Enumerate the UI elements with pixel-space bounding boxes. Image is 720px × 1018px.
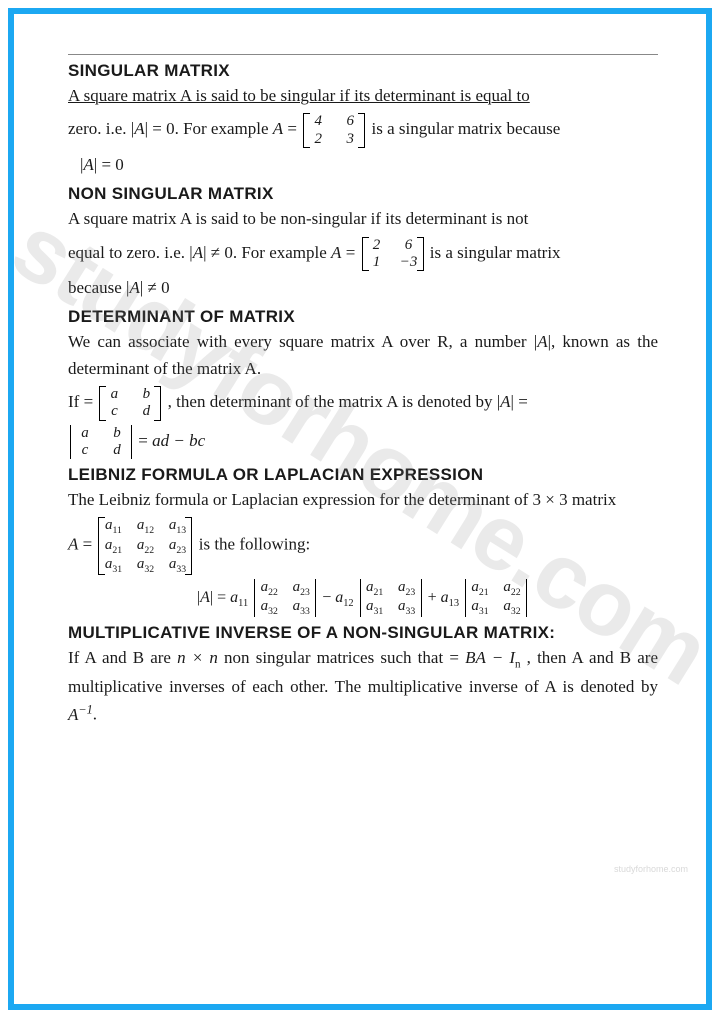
heading-nonsingular: NON SINGULAR MATRIX: [68, 184, 658, 204]
text: | =: [210, 589, 230, 606]
text: | = 0: [94, 155, 124, 174]
A-inverse: A−1: [68, 705, 93, 724]
sub: 23: [176, 545, 186, 556]
text: =: [78, 535, 96, 554]
text: | = 0. For example: [145, 120, 273, 139]
text: is a singular matrix because: [372, 120, 561, 139]
sym-A: A: [68, 535, 78, 554]
sym-A: A: [331, 243, 341, 262]
top-rule: [68, 54, 658, 55]
coef: a11: [230, 589, 248, 606]
coef: a13: [441, 589, 459, 606]
cell: c: [105, 403, 123, 420]
cell: 6: [400, 237, 418, 254]
cell: c: [76, 442, 94, 459]
text: equal to zero. i.e. |: [68, 243, 193, 262]
cell: b: [137, 386, 155, 403]
sub: 13: [176, 525, 186, 536]
cell: d: [137, 403, 155, 420]
text: because |: [68, 278, 129, 297]
det-p2: If = ab cd , then determinant of the mat…: [68, 386, 658, 421]
text: If =: [68, 392, 97, 411]
cell: b: [108, 425, 126, 442]
text: We can associate with every square matri…: [68, 332, 537, 351]
sub: 11: [113, 525, 122, 536]
cell: 2: [368, 237, 386, 254]
singular-line2: zero. i.e. |A| = 0. For example A = 46 2…: [68, 113, 658, 148]
text: | =: [511, 392, 528, 411]
sym-A: A: [134, 120, 144, 139]
text: is the following:: [199, 535, 310, 554]
leibniz-expansion: |A| = a11 a22a23 a32a33 − a12 a21a23 a31…: [68, 579, 658, 617]
footer-watermark: studyforhome.com: [614, 864, 688, 874]
cell: 3: [341, 131, 359, 148]
inverse-p1: If A and B are n × n non singular matric…: [68, 645, 658, 728]
minus: −: [322, 589, 335, 606]
sym-A: A: [537, 332, 547, 351]
text: zero. i.e. |: [68, 120, 134, 139]
sub: 32: [144, 564, 154, 575]
sub: 22: [144, 545, 154, 556]
cell: 4: [309, 113, 327, 130]
cell: d: [108, 442, 126, 459]
text: non singular matrices such that =: [218, 648, 465, 667]
det-p1: We can associate with every square matri…: [68, 329, 658, 382]
cell: a: [105, 517, 113, 533]
matrix-2-6-1-m3: 26 1 −3: [362, 237, 424, 272]
text: .: [93, 705, 97, 724]
matrix-4-6-2-3: 46 23: [303, 113, 365, 148]
expr-adbc: ad − bc: [152, 431, 205, 450]
nxn: n × n: [177, 648, 218, 667]
nonsingular-line3: because |A| ≠ 0: [68, 275, 658, 301]
sym-A: A: [129, 278, 139, 297]
text: , then determinant of the matrix A is de…: [168, 392, 500, 411]
det-p3: ab cd = ad − bc: [68, 425, 658, 460]
sym-A: A: [500, 392, 510, 411]
sym-A: A: [273, 120, 283, 139]
heading-inverse: MULTIPLICATIVE INVERSE OF A NON-SINGULAR…: [68, 623, 658, 643]
text: | ≠ 0: [140, 278, 170, 297]
minor-3: a21a22 a31a32: [465, 579, 527, 617]
sub: 12: [144, 525, 154, 536]
coef: a12: [335, 589, 353, 606]
cell: 6: [341, 113, 359, 130]
page-frame: studyforhome.com SINGULAR MATRIX A squar…: [8, 8, 712, 1010]
cell: −3: [400, 254, 418, 271]
minor-1: a22a23 a32a33: [254, 579, 316, 617]
cell: a: [76, 425, 94, 442]
leibniz-matrix: A = a11 a12 a13 a21 a22 a23 a31 a32 a33: [68, 517, 658, 575]
text: If A and B are: [68, 648, 177, 667]
page-content: studyforhome.com SINGULAR MATRIX A squar…: [14, 14, 706, 1004]
matrix-abcd: ab cd: [99, 386, 161, 421]
text: =: [283, 120, 301, 139]
sub: 33: [176, 564, 186, 575]
singular-line1: A square matrix A is said to be singular…: [68, 83, 658, 109]
plus: +: [428, 589, 441, 606]
sym-A: A: [83, 155, 93, 174]
heading-leibniz: LEIBNIZ FORMULA OR LAPLACIAN EXPRESSION: [68, 465, 658, 485]
cell: a: [105, 386, 123, 403]
heading-determinant: DETERMINANT OF MATRIX: [68, 307, 658, 327]
text: | ≠ 0. For example: [203, 243, 331, 262]
text: =: [138, 431, 152, 450]
nonsingular-line2: equal to zero. i.e. |A| ≠ 0. For example…: [68, 237, 658, 272]
sym-A: A: [193, 243, 203, 262]
nonsingular-line1: A square matrix A is said to be non-sing…: [68, 206, 658, 232]
sym-A: A: [200, 589, 210, 606]
minor-2: a21a23 a31a33: [360, 579, 422, 617]
sub: 21: [112, 545, 122, 556]
cell: 1: [368, 254, 386, 271]
rhs: BA − In: [465, 648, 520, 667]
det-abcd: ab cd: [70, 425, 132, 460]
matrix-3x3: a11 a12 a13 a21 a22 a23 a31 a32 a33: [98, 517, 192, 575]
text: =: [341, 243, 359, 262]
text: is a singular matrix: [430, 243, 561, 262]
singular-line3: |A| = 0: [68, 152, 658, 178]
cell: 2: [309, 131, 327, 148]
leibniz-p1: The Leibniz formula or Laplacian express…: [68, 487, 658, 513]
heading-singular: SINGULAR MATRIX: [68, 61, 658, 81]
sub: 31: [112, 564, 122, 575]
